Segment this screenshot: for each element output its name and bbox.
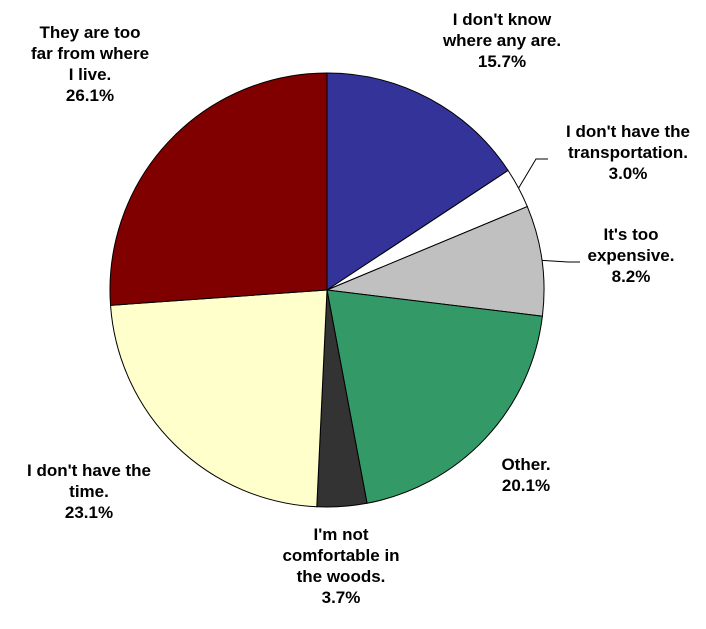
slice-label-line: the woods. (297, 567, 386, 586)
slice-percent-3: 20.1% (502, 476, 550, 495)
pie-slice-2 (325, 205, 545, 317)
slice-label-4: I'm not comfortable in the woods. 3.7% (282, 525, 399, 607)
slice-labels: I don't know where any are. 15.7% I don't h… (27, 10, 690, 607)
slice-percent-5: 23.1% (65, 503, 113, 522)
slice-label-line: Other. (501, 455, 550, 474)
pie-slice-3 (326, 289, 543, 504)
leader-lines (518, 158, 580, 263)
slice-label-line: far from where (31, 44, 149, 63)
slice-label-5: I don't have the time. 23.1% (27, 461, 151, 522)
leader-line-1 (518, 158, 548, 189)
slice-label-line: where any are. (442, 31, 561, 50)
slice-label-2: It's too expensive. 8.2% (588, 225, 675, 286)
slice-label-line: I don't have the (27, 461, 151, 480)
slice-label-6: They are too far from where I live. 26.1% (31, 23, 149, 105)
leader-line-2 (541, 259, 580, 263)
slice-label-line: transportation. (568, 143, 688, 162)
pie-slices (109, 72, 545, 508)
slice-label-line: I live. (69, 65, 112, 84)
slice-label-line: They are too (39, 23, 140, 42)
slice-label-3: Other. 20.1% (501, 455, 550, 495)
slice-percent-6: 26.1% (66, 86, 114, 105)
slice-percent-4: 3.7% (322, 588, 361, 607)
pie-slice-5 (110, 289, 328, 508)
pie-slice-0 (326, 72, 509, 291)
pie-slice-6 (109, 72, 328, 306)
slice-percent-1: 3.0% (609, 164, 648, 183)
slice-label-line: I'm not (313, 525, 368, 544)
slice-percent-2: 8.2% (612, 267, 651, 286)
slice-label-line: I don't have the (566, 122, 690, 141)
slice-label-line: comfortable in (282, 546, 399, 565)
slice-label-1: I don't have the transportation. 3.0% (566, 122, 690, 183)
slice-label-line: expensive. (588, 246, 675, 265)
slice-label-line: It's too (603, 225, 658, 244)
slice-percent-0: 15.7% (478, 52, 526, 71)
slice-label-line: time. (69, 482, 109, 501)
slice-label-0: I don't know where any are. 15.7% (442, 10, 561, 71)
slice-label-line: I don't know (453, 10, 552, 29)
